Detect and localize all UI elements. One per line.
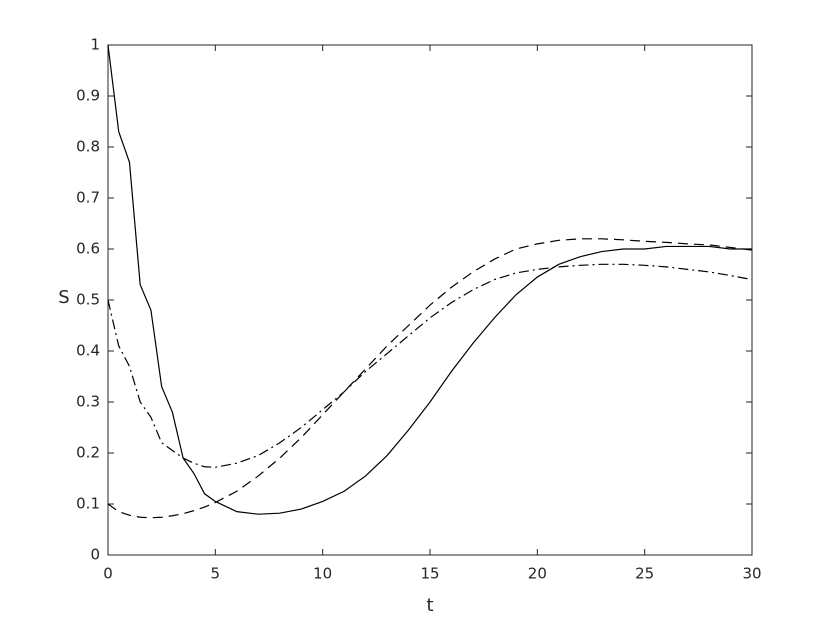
x-tick-label: 0 (103, 565, 113, 583)
data-line (107, 238, 753, 519)
y-tick-label: 0.7 (76, 189, 100, 207)
plot-frame (107, 44, 753, 556)
y-tick-label: 0.3 (76, 393, 100, 411)
x-tick-label: 20 (528, 565, 547, 583)
x-tick-label: 10 (313, 565, 332, 583)
data-line (107, 44, 752, 515)
y-axis-title: S (58, 287, 69, 308)
x-tick-label: 15 (420, 565, 439, 583)
x-tick-label: 5 (211, 565, 221, 583)
y-tick-label: 0.6 (76, 240, 100, 258)
y-tick-label: 1 (90, 36, 100, 54)
y-tick-label: 0.1 (76, 495, 100, 513)
x-axis-title: t (426, 595, 433, 616)
x-tick-label: 25 (635, 565, 654, 583)
y-tick-label: 0.8 (76, 138, 100, 156)
y-tick-label: 0 (90, 546, 100, 564)
y-tick-label: 0.2 (76, 444, 100, 462)
y-tick-label: 0.9 (76, 87, 100, 105)
y-tick-label: 0.5 (76, 291, 100, 309)
y-tick-label: 0.4 (76, 342, 100, 360)
x-tick-label: 30 (742, 565, 761, 583)
data-line (107, 263, 753, 468)
